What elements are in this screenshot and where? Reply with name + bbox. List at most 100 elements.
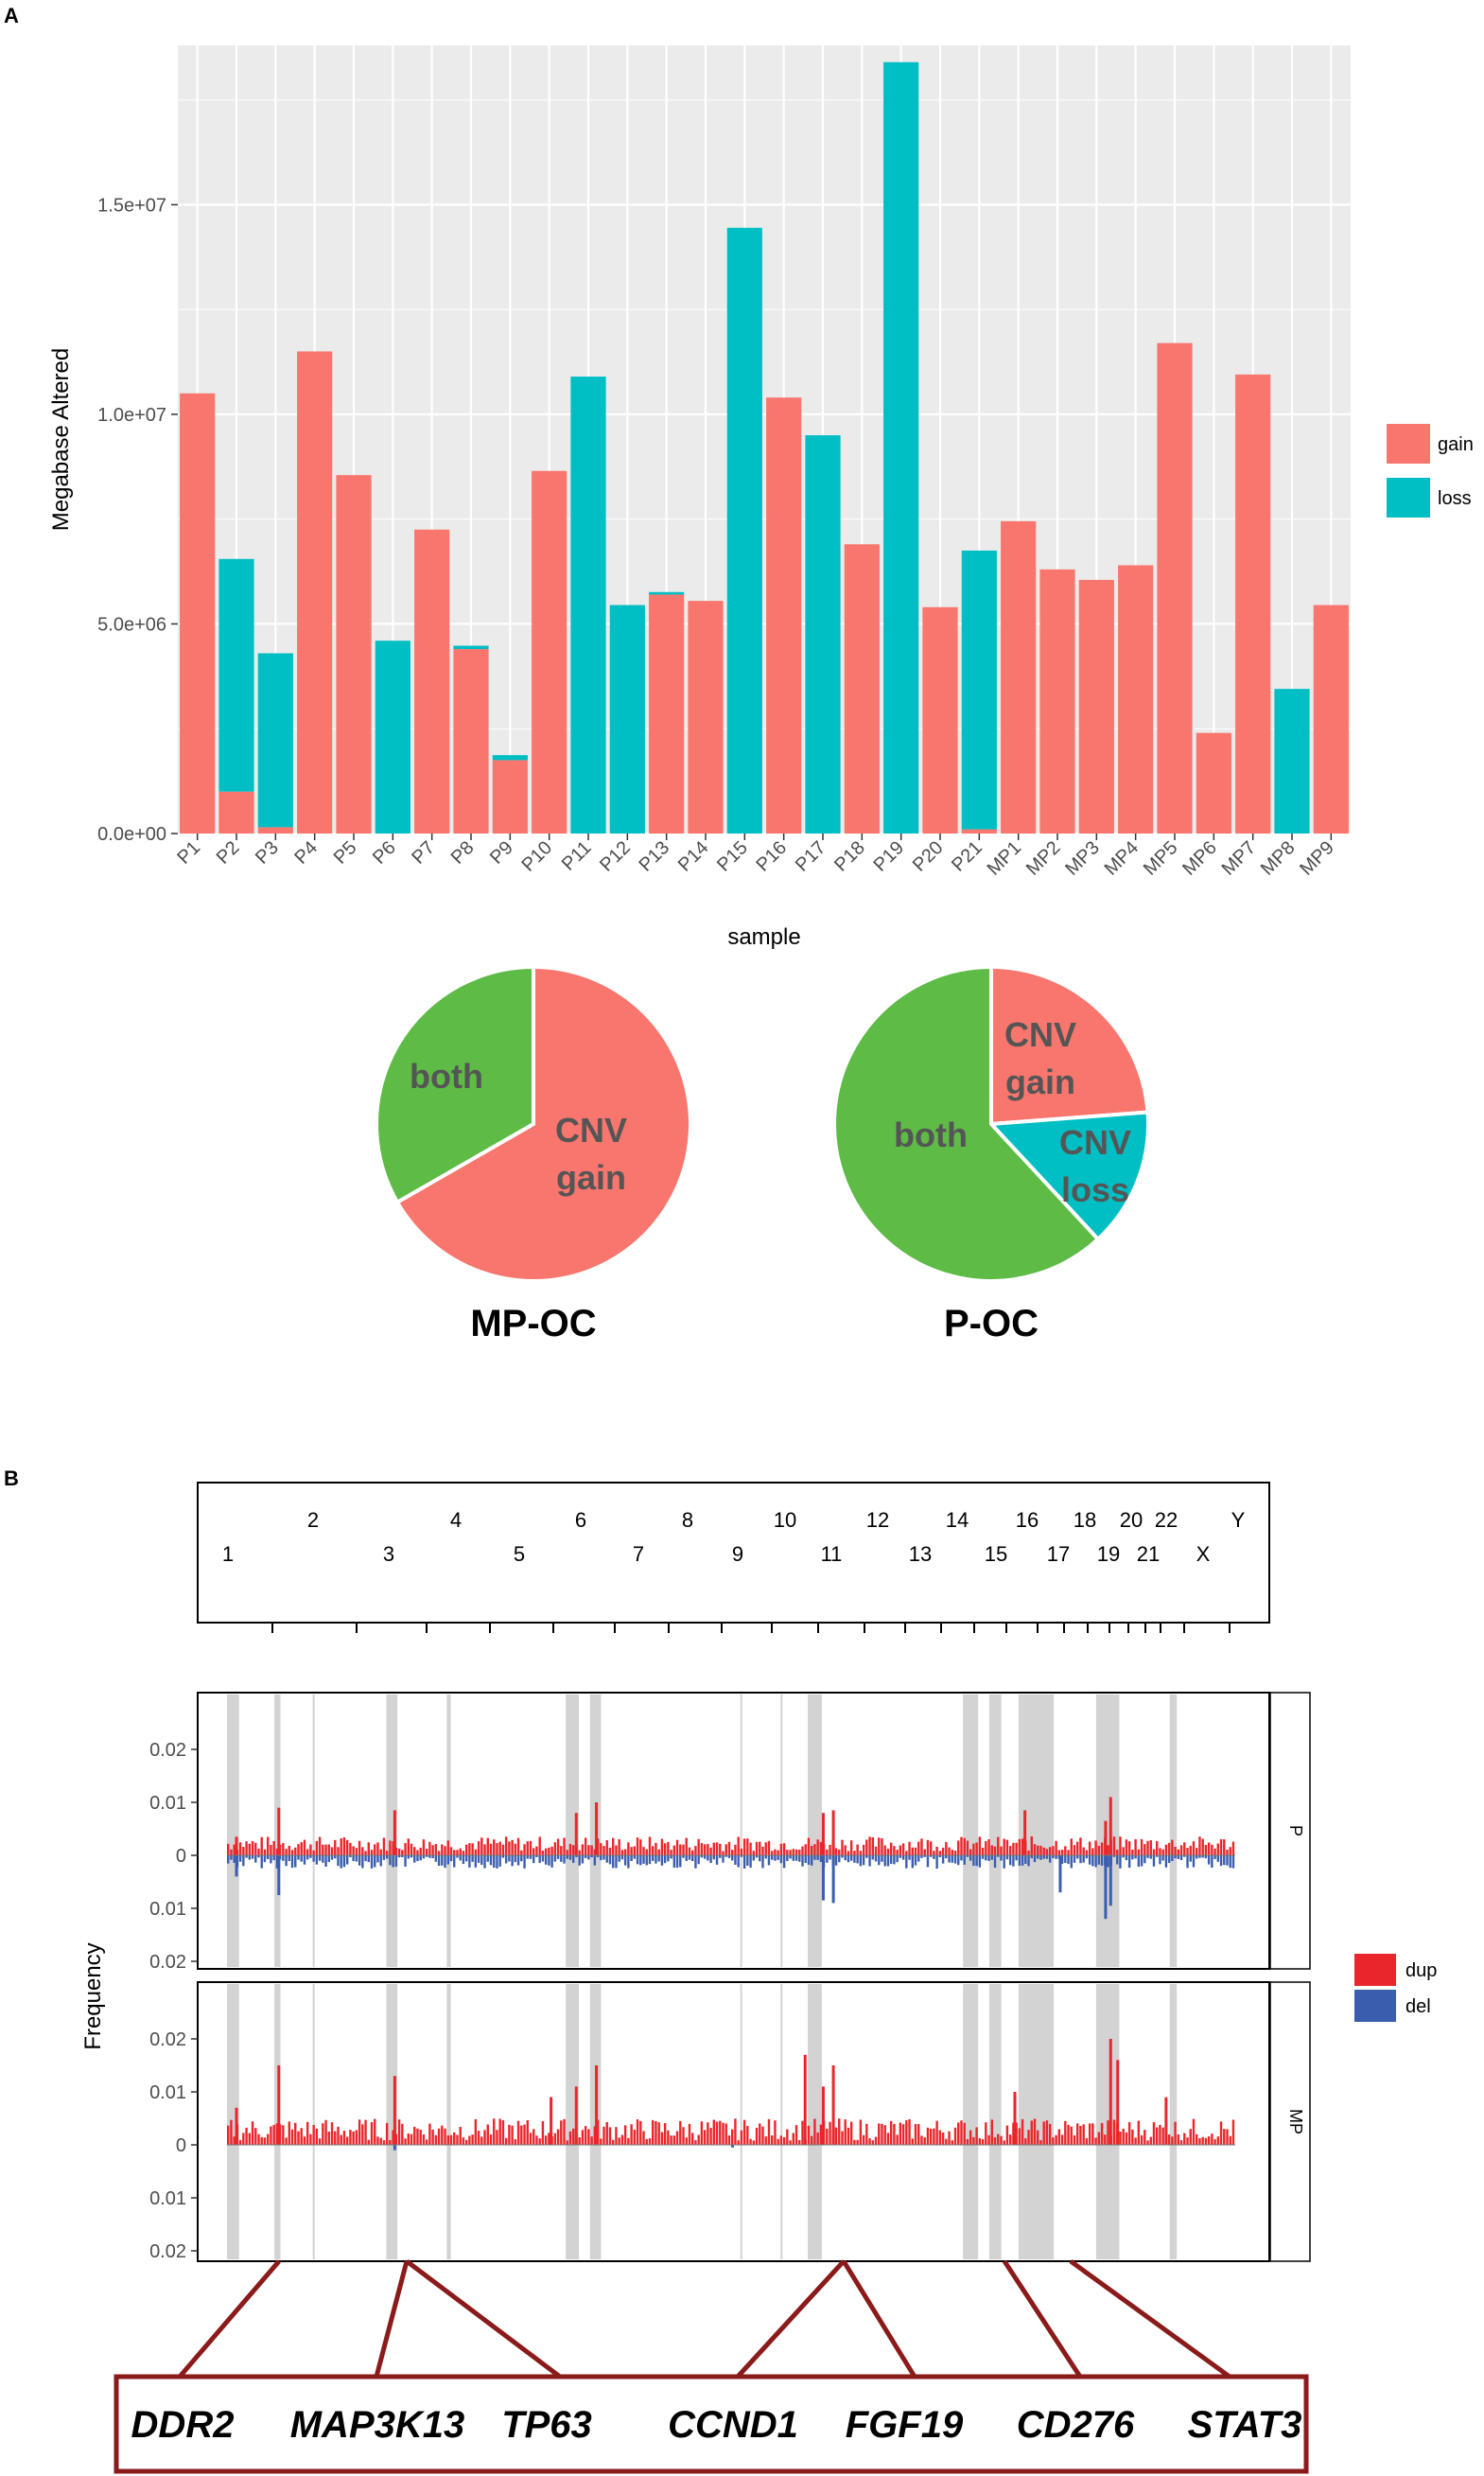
del-bar <box>566 1855 568 1859</box>
del-bar <box>456 1855 459 1858</box>
dup-bar <box>801 1846 804 1855</box>
dup-bar <box>413 1847 416 1855</box>
dup-bar <box>819 1841 823 1855</box>
del-bar <box>1070 1855 1073 1869</box>
del-bar <box>923 1855 926 1857</box>
dup-bar <box>1156 1841 1159 1855</box>
del-bar <box>352 1855 355 1862</box>
dup-bar <box>257 2134 260 2145</box>
dup-bar <box>981 1847 985 1855</box>
del-bar <box>1091 1855 1094 1867</box>
dup-bar <box>1122 2128 1125 2145</box>
dup-bar <box>727 2135 731 2145</box>
del-bar <box>453 1855 456 1868</box>
dup-peak <box>1164 2097 1168 2145</box>
dup-bar <box>1100 2122 1104 2145</box>
del-bar <box>285 1855 288 1867</box>
del-bar <box>468 1855 471 1868</box>
x-tick-label: P2 <box>213 837 244 869</box>
dup-bar <box>914 1847 917 1855</box>
dup-bar <box>849 2121 853 2145</box>
facet-strip-label: MP <box>1286 2109 1305 2134</box>
dup-bar <box>1144 1844 1146 1855</box>
dup-bar <box>620 1850 624 1855</box>
dup-bar <box>560 2120 563 2145</box>
dup-bar <box>865 1839 868 1855</box>
dup-bar <box>474 2118 478 2145</box>
del-bar <box>719 1855 722 1858</box>
dup-bar <box>627 2137 630 2145</box>
y-tick-label: 0.01 <box>149 2082 186 2103</box>
del-bar <box>282 1855 285 1861</box>
dup-bar <box>1060 1850 1064 1855</box>
y-tick-label: 0.02 <box>149 2029 186 2050</box>
dup-peak <box>574 1813 578 1855</box>
del-bar <box>1201 1855 1204 1858</box>
dup-bar <box>648 1836 652 1855</box>
del-bar <box>746 1855 749 1866</box>
dup-bar <box>755 2127 759 2145</box>
dup-bar <box>759 1841 761 1855</box>
dup-bar <box>841 2131 844 2145</box>
dup-bar <box>1161 2127 1164 2145</box>
dup-bar <box>345 1839 349 1855</box>
highlight-region <box>988 1695 1002 1967</box>
del-bar <box>630 1855 633 1862</box>
del-bar <box>474 1855 478 1868</box>
chromosome-label: 17 <box>1047 1542 1070 1566</box>
dup-bar <box>600 2138 602 2145</box>
dup-bar <box>712 2119 716 2145</box>
dup-bar <box>853 1851 856 1855</box>
dup-bar <box>233 2136 236 2145</box>
dup-bar <box>290 2129 294 2145</box>
dup-bar <box>1201 1838 1204 1855</box>
dup-bar <box>655 2121 657 2145</box>
dup-bar <box>548 2133 550 2145</box>
chromosome-label: 15 <box>985 1542 1007 1566</box>
del-bar <box>355 1855 358 1862</box>
del-bar <box>608 1855 612 1865</box>
del-bar <box>407 1855 410 1859</box>
del-bar <box>1039 1855 1042 1860</box>
dup-bar <box>810 1845 813 1855</box>
dup-bar <box>990 1845 993 1855</box>
dup-peak <box>1116 2060 1120 2145</box>
dup-bar <box>767 1840 771 1855</box>
x-tick-label: P17 <box>792 837 830 876</box>
del-bar <box>700 1855 704 1858</box>
dup-bar <box>1052 2137 1055 2145</box>
del-bar <box>1119 1855 1122 1869</box>
x-axis-title: sample <box>727 924 800 950</box>
dup-bar <box>449 2134 453 2145</box>
dup-bar <box>627 1842 630 1855</box>
dup-bar <box>1097 1845 1101 1855</box>
dup-bar <box>657 1849 660 1855</box>
del-bar <box>334 1855 337 1859</box>
del-peak <box>235 1855 238 1877</box>
dup-bar <box>498 2118 501 2145</box>
chromosome-label: 13 <box>909 1542 932 1566</box>
dup-bar <box>238 1842 242 1855</box>
dup-bar <box>1140 2134 1144 2145</box>
del-bar <box>327 1855 330 1863</box>
dup-bar <box>480 2136 483 2145</box>
del-bar <box>675 1855 679 1869</box>
del-bar <box>413 1855 416 1863</box>
dup-bar <box>923 2137 926 2145</box>
bar-loss-P21 <box>961 550 997 830</box>
dup-bar <box>1015 1842 1018 1855</box>
del-bar <box>804 1855 807 1864</box>
dup-bar <box>722 2122 725 2145</box>
del-bar <box>849 1855 853 1861</box>
del-bar <box>242 1855 245 1867</box>
dup-bar <box>794 1849 798 1855</box>
del-bar <box>508 1855 511 1862</box>
del-bar <box>548 1855 550 1866</box>
dup-bar <box>639 1839 642 1855</box>
dup-bar <box>899 2122 902 2145</box>
del-bar <box>688 1855 691 1860</box>
del-bar <box>379 1855 382 1867</box>
dup-peak <box>1109 2039 1112 2145</box>
del-bar <box>493 1855 496 1868</box>
dup-bar <box>456 2134 459 2145</box>
